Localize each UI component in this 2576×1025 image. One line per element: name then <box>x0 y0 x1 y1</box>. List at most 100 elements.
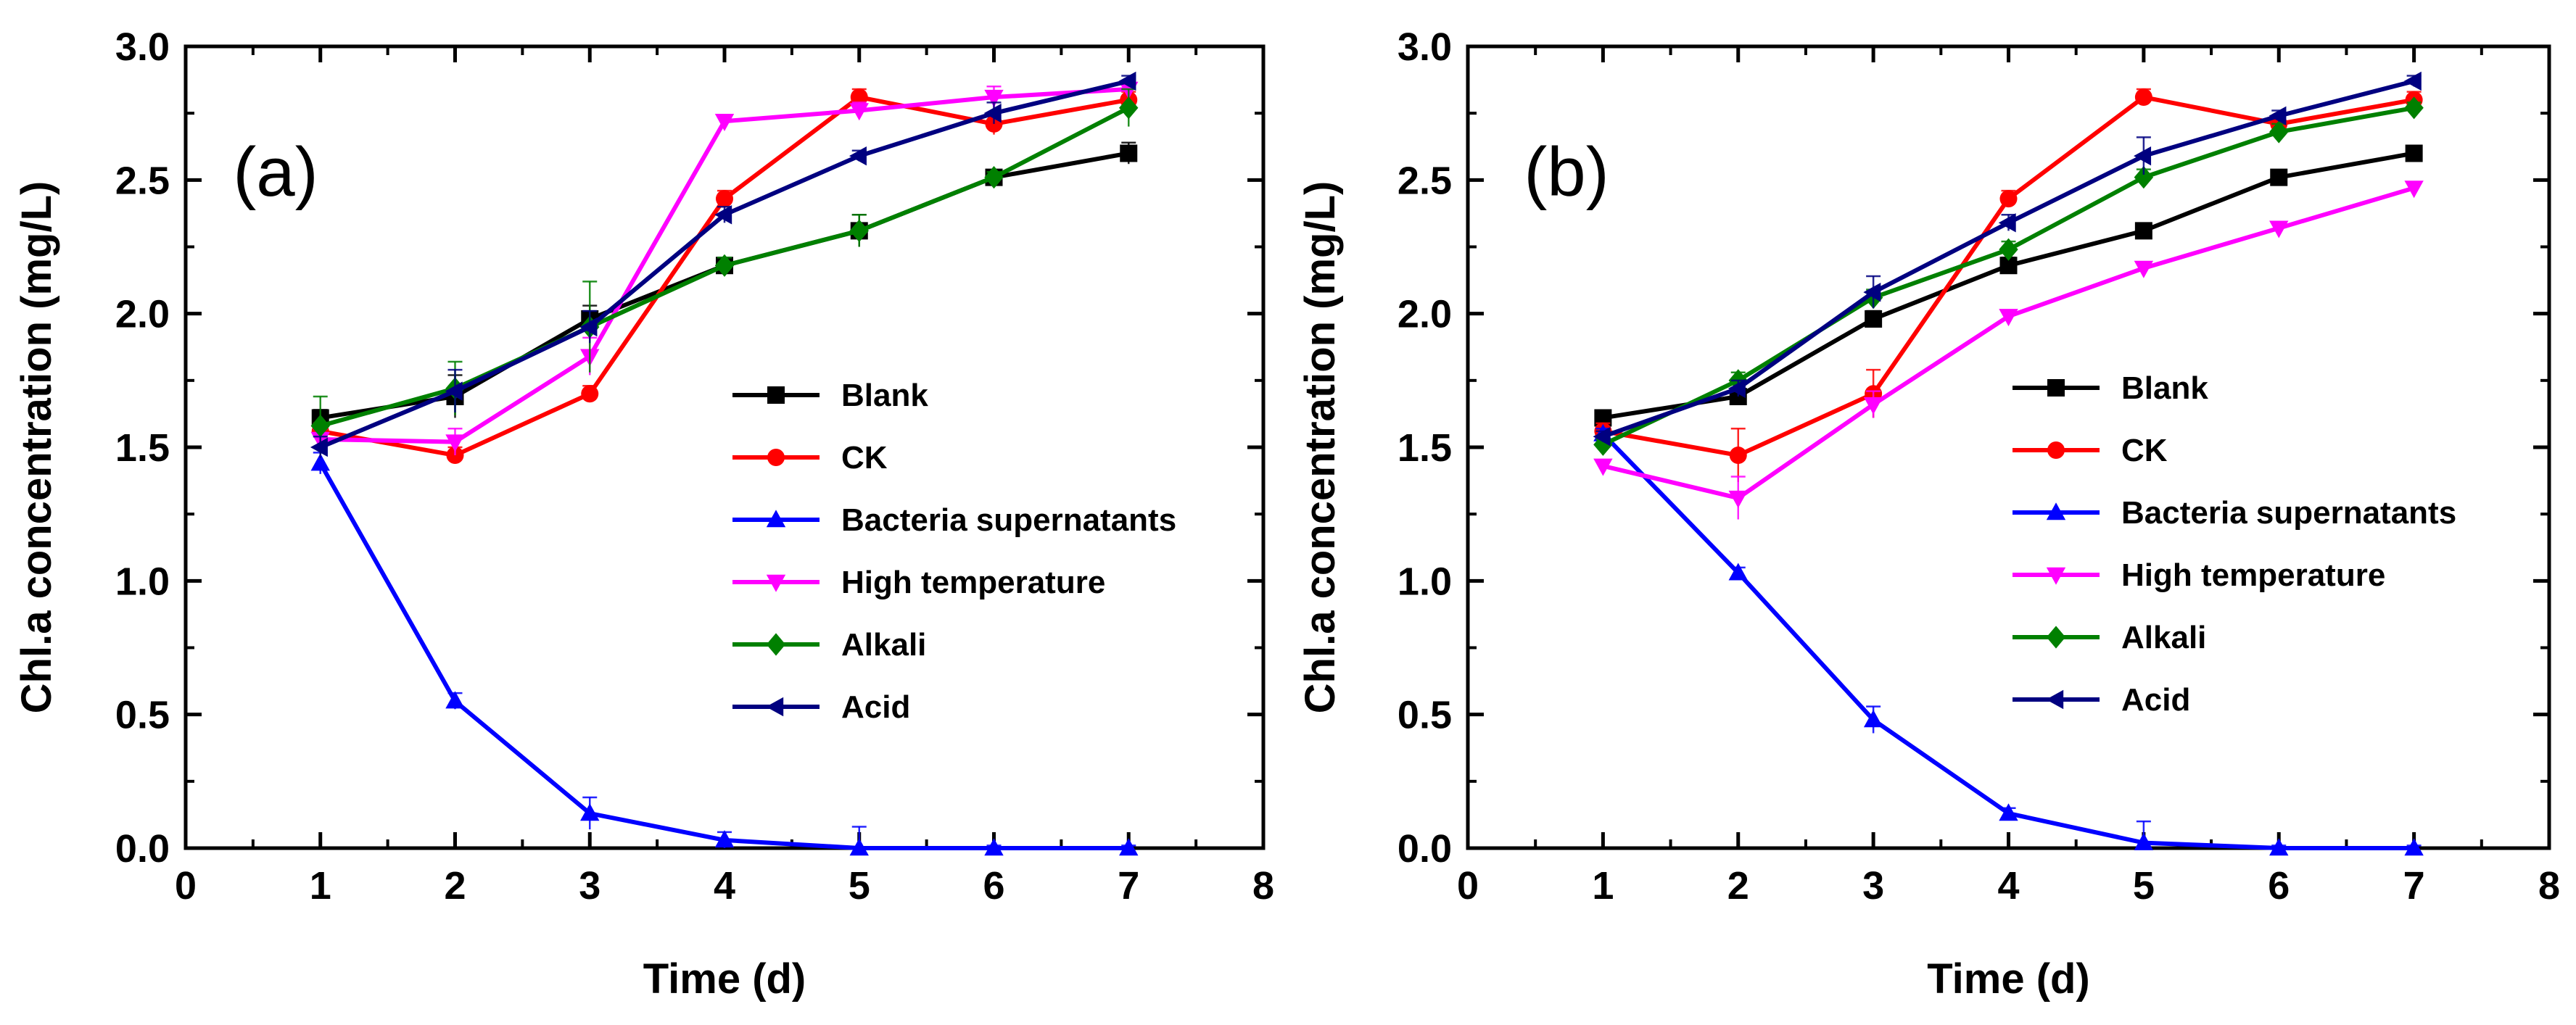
series-blank <box>1594 144 2423 427</box>
data-point <box>714 205 732 225</box>
data-point <box>2134 88 2152 107</box>
legend-label: Alkali <box>841 627 926 663</box>
y-tick-label: 1.0 <box>115 560 170 603</box>
x-tick-label: 7 <box>1118 864 1139 908</box>
data-point <box>445 434 465 452</box>
legend-label: Alkali <box>2121 620 2206 655</box>
legend-label: Acid <box>841 689 910 725</box>
data-point <box>579 317 598 337</box>
series-alkali <box>1593 96 2424 456</box>
x-tick-label: 5 <box>849 864 870 908</box>
data-point <box>1119 838 1139 856</box>
y-axis-title: Chl.a concentration (mg/L) <box>13 181 60 714</box>
y-tick-label: 1.5 <box>115 426 170 470</box>
x-tick-label: 8 <box>1252 864 1274 908</box>
y-tick-label: 3.0 <box>115 25 170 69</box>
legend-entry: Blank <box>2012 370 2208 406</box>
data-point <box>714 254 735 277</box>
legend-label: CK <box>2121 433 2168 468</box>
legend-marker <box>2046 689 2064 710</box>
y-tick-label: 1.0 <box>1398 560 1452 603</box>
legend-entry: Alkali <box>2012 620 2206 655</box>
legend-marker <box>766 574 786 592</box>
x-tick-label: 6 <box>2268 864 2290 908</box>
series-high-temperature <box>1593 180 2424 520</box>
data-point <box>445 691 465 709</box>
legend-marker <box>2047 441 2065 459</box>
x-axis-title: Time (d) <box>1927 955 2090 1003</box>
x-tick-label: 1 <box>310 864 331 908</box>
data-point <box>310 414 330 438</box>
plot-frame <box>1466 44 2551 850</box>
x-tick-label: 3 <box>579 864 600 908</box>
data-point <box>1593 458 1613 476</box>
data-point <box>984 89 1004 107</box>
data-point <box>2134 222 2152 240</box>
data-point <box>310 453 330 471</box>
data-point <box>1727 378 1746 399</box>
data-point <box>2134 146 2152 166</box>
data-point <box>1728 563 1748 581</box>
data-point <box>1999 803 2018 821</box>
data-point <box>2269 838 2289 856</box>
legend-marker <box>766 510 786 528</box>
y-tick-label: 2.0 <box>1398 293 1452 336</box>
data-point <box>581 385 599 403</box>
series-ck <box>1594 88 2423 482</box>
legend-entry: Acid <box>732 689 910 725</box>
legend-label: Bacteria supernatants <box>841 502 1176 538</box>
data-point <box>2404 180 2424 199</box>
legend-label: CK <box>841 440 888 476</box>
legend-entry: Blank <box>732 378 928 413</box>
data-point <box>1863 710 1883 728</box>
panel-label: (b) <box>1524 133 1609 211</box>
series-blank <box>311 141 1138 427</box>
data-point <box>1119 96 1139 120</box>
data-point <box>2269 106 2287 126</box>
data-point <box>1593 427 1611 447</box>
x-tick-label: 4 <box>1997 864 2019 908</box>
legend-entry: CK <box>732 440 888 476</box>
data-point <box>1998 213 2016 233</box>
y-tick-label: 2.5 <box>115 159 170 202</box>
data-point <box>714 114 735 132</box>
data-point <box>2404 838 2424 856</box>
data-point <box>2269 120 2289 144</box>
series-bacteria-supernatants <box>1593 423 2424 856</box>
legend-entry: Acid <box>2012 682 2190 718</box>
y-axis-title: Chl.a concentration (mg/L) <box>1297 181 1344 714</box>
y-tick-label: 3.0 <box>1398 25 1452 69</box>
x-tick-label: 4 <box>714 864 735 908</box>
legend-entry: Bacteria supernatants <box>2012 495 2456 531</box>
legend-label: Blank <box>2121 370 2208 406</box>
x-tick-label: 0 <box>175 864 197 908</box>
data-point <box>2405 144 2423 162</box>
x-tick-label: 1 <box>1592 864 1614 908</box>
legend-marker <box>767 386 785 404</box>
legend-marker <box>2047 379 2065 397</box>
series-acid <box>1593 71 2422 447</box>
data-point <box>1593 433 1613 456</box>
y-tick-label: 0.0 <box>115 827 170 871</box>
data-point <box>984 166 1004 189</box>
x-tick-label: 2 <box>444 864 466 908</box>
series-acid <box>310 71 1136 458</box>
data-point <box>445 381 463 401</box>
data-point <box>714 830 735 848</box>
x-tick-label: 6 <box>983 864 1004 908</box>
legend-entry: Alkali <box>732 627 926 663</box>
legend-label: Blank <box>841 378 928 413</box>
legend-marker <box>2046 567 2066 585</box>
data-point <box>1863 397 1883 415</box>
data-point <box>1999 309 2018 327</box>
y-tick-label: 2.5 <box>1398 159 1452 202</box>
data-point <box>849 219 869 242</box>
data-point <box>2404 96 2424 120</box>
legend-label: High temperature <box>841 565 1105 600</box>
y-tick-label: 0.5 <box>115 694 170 737</box>
y-tick-label: 0.0 <box>1398 827 1452 871</box>
legend-label: Bacteria supernatants <box>2121 495 2456 531</box>
data-point <box>580 803 600 821</box>
x-tick-label: 5 <box>2133 864 2155 908</box>
